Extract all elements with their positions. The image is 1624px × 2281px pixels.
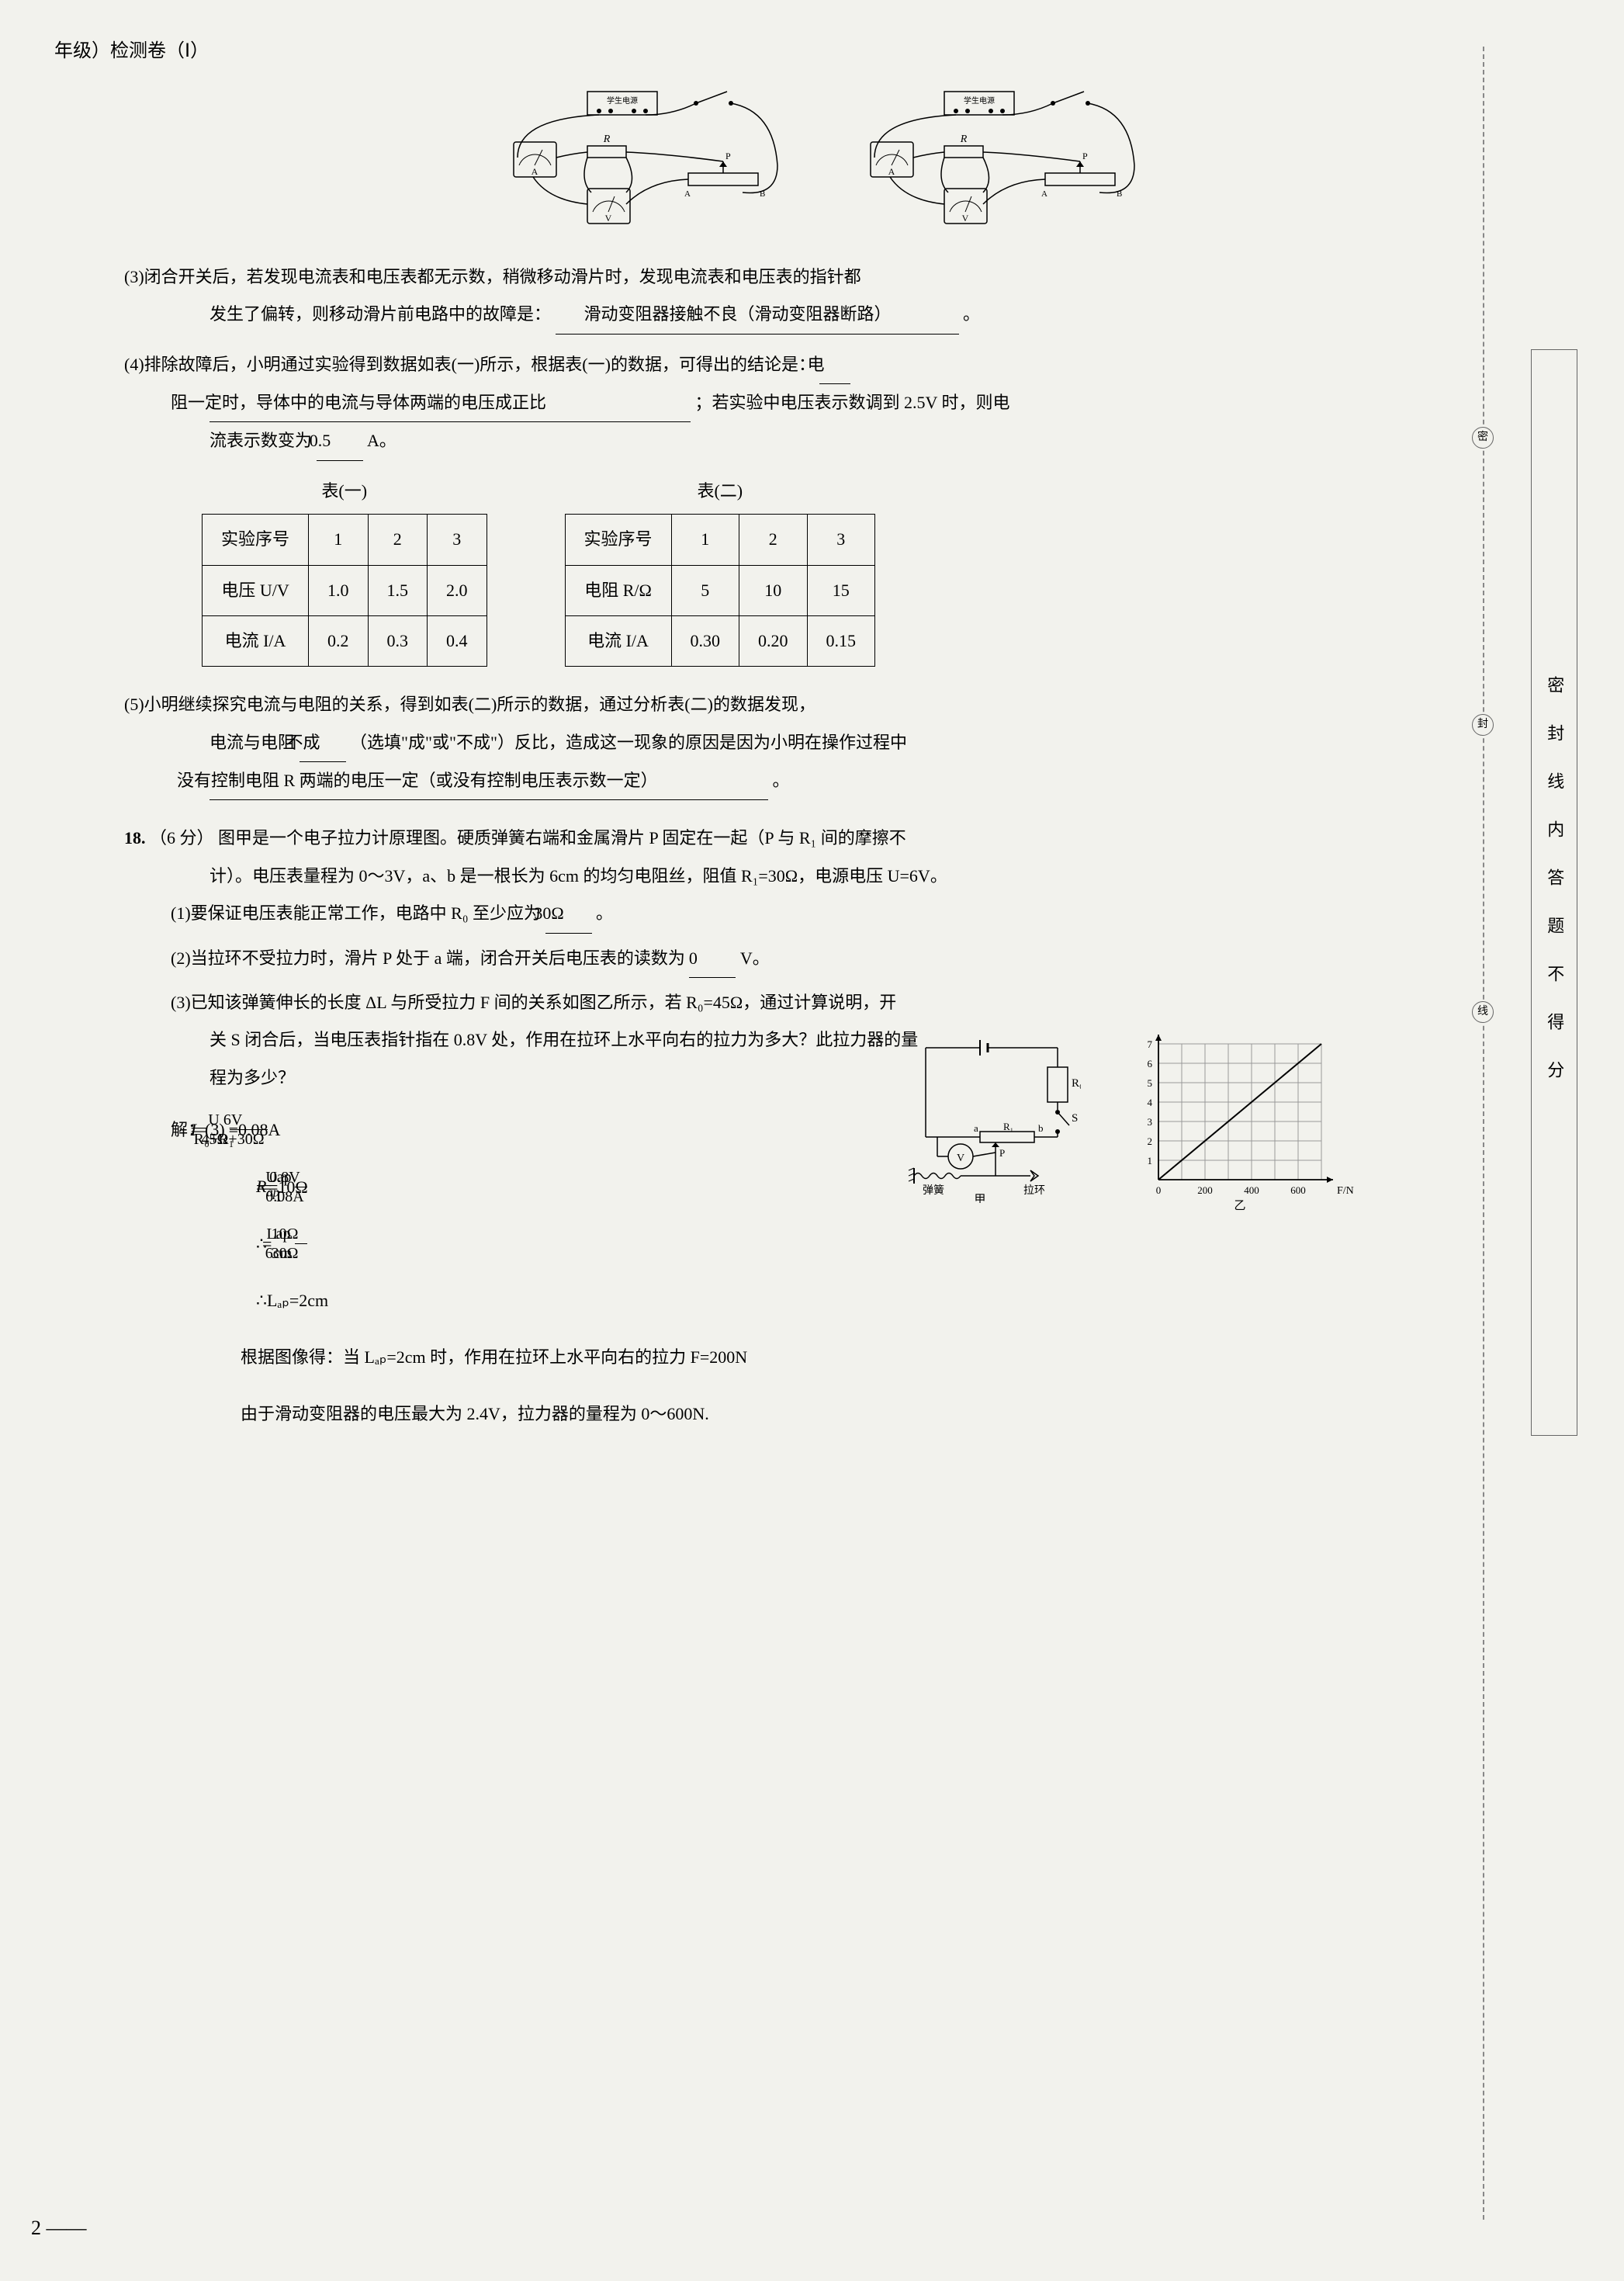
- svg-text:R₀: R₀: [1072, 1077, 1081, 1090]
- q18-number: 18.: [124, 828, 146, 848]
- svg-text:弹簧: 弹簧: [923, 1184, 944, 1197]
- q4-text-a: (4)排除故障后，小明通过实验得到数据如表(一)所示，根据表(一)的数据，可得出…: [124, 355, 815, 374]
- svg-text:a: a: [974, 1122, 978, 1134]
- table-row: 电阻 R/Ω51015: [565, 565, 875, 615]
- page-number: 2 ——: [31, 2206, 87, 2250]
- q4-suffix: A。: [367, 431, 396, 450]
- circuit-diagrams-top: 学生电源 S A R P A B: [463, 88, 1162, 227]
- side-margin-text: 密封线内答题不得分: [1536, 676, 1573, 1109]
- svg-text:学生电源: 学生电源: [607, 95, 638, 106]
- svg-text:7: 7: [1148, 1038, 1153, 1050]
- svg-text:R: R: [959, 133, 967, 145]
- svg-text:S: S: [712, 88, 718, 91]
- svg-text:V: V: [604, 213, 611, 224]
- q5-answer1: 不成: [300, 724, 346, 762]
- svg-text:P: P: [999, 1147, 1005, 1159]
- svg-text:b: b: [1038, 1122, 1044, 1134]
- q18-text-b: 计）。电压表量程为 0～3V，a、b 是一根长为 6cm 的均匀电阻丝，阻值 R…: [163, 866, 947, 886]
- tables-row: 表(一) 实验序号123 电压 U/V1.01.52.0 电流 I/A0.20.…: [202, 473, 1055, 667]
- svg-text:3: 3: [1148, 1116, 1153, 1128]
- q3-suffix: 。: [963, 304, 980, 324]
- q5-suffix: 。: [773, 771, 790, 790]
- question-3: (3)闭合开关后，若发现电流表和电压表都无示数，稍微移动滑片时，发现电流表和电压…: [124, 258, 1055, 335]
- table-1-title: 表(一): [202, 473, 487, 510]
- svg-text:V: V: [961, 213, 968, 224]
- table-row: 实验序号123: [203, 515, 487, 565]
- circuit-right: 学生电源 S A R P A B V: [828, 88, 1154, 227]
- svg-text:ΔL/cm: ΔL/cm: [1162, 1032, 1193, 1035]
- q4-answer1a: 电: [819, 346, 850, 384]
- q4-text-c: 流表示数变为: [163, 431, 312, 450]
- question-4: (4)排除故障后，小明通过实验得到数据如表(一)所示，根据表(一)的数据，可得出…: [124, 346, 1055, 461]
- table-1: 实验序号123 电压 U/V1.01.52.0 电流 I/A0.20.30.4: [202, 514, 487, 667]
- svg-text:甲: 甲: [974, 1194, 985, 1203]
- binding-mark-2: 封: [1472, 714, 1494, 736]
- table-row: 电流 I/A0.20.30.4: [203, 615, 487, 666]
- q5-text-a: (5)小明继续探究电流与电阻的关系，得到如表(二)所示的数据，通过分析表(二)的…: [124, 695, 815, 714]
- solution-line-4: ∴Lₐₚ=2cm: [209, 1279, 1055, 1322]
- svg-text:拉环: 拉环: [1023, 1184, 1045, 1197]
- svg-text:1: 1: [1148, 1155, 1153, 1166]
- svg-text:5: 5: [1148, 1077, 1153, 1089]
- svg-text:S: S: [1072, 1112, 1078, 1125]
- q4-text-b: ；若实验中电压表示数调到 2.5V 时，则电: [695, 393, 1010, 412]
- circuit-figure-jia: R₀ S a b R₁ P V: [879, 1032, 1081, 1187]
- svg-text:A: A: [531, 166, 538, 177]
- svg-text:学生电源: 学生电源: [964, 95, 995, 106]
- q18-text-a: 图甲是一个电子拉力计原理图。硬质弹簧右端和金属滑片 P 固定在一起（P 与 R₁…: [218, 828, 906, 848]
- solution-conclusion-2: 由于滑动变阻器的电压最大为 2.4V，拉力器的量程为 0～600N.: [209, 1392, 1055, 1435]
- page-header: 年级）检测卷（Ⅰ）: [47, 31, 1577, 72]
- side-margin-box: 密封线内答题不得分: [1531, 349, 1577, 1436]
- graph-figure-yi: 12345670200400600ΔL/cmF/N乙: [1127, 1032, 1345, 1203]
- svg-text:V: V: [957, 1153, 964, 1164]
- table-row: 电压 U/V1.01.52.0: [203, 565, 487, 615]
- q18-figures: R₀ S a b R₁ P V: [879, 1032, 1345, 1203]
- svg-text:400: 400: [1244, 1184, 1259, 1196]
- binding-mark-3: 线: [1472, 1001, 1494, 1023]
- svg-text:A: A: [888, 166, 895, 177]
- svg-text:2: 2: [1148, 1135, 1153, 1147]
- q3-text-b: 发生了偏转，则移动滑片前电路中的故障是：: [163, 304, 551, 324]
- svg-text:A: A: [1041, 189, 1047, 199]
- svg-text:S: S: [1068, 88, 1075, 91]
- svg-text:B: B: [760, 189, 765, 199]
- q18-s2-answer: 0: [689, 940, 736, 978]
- q18-points: （6 分）: [150, 828, 214, 848]
- q4-answer1b: 阻一定时，导体中的电流与导体两端的电压成正比: [209, 384, 691, 422]
- svg-text:4: 4: [1148, 1097, 1153, 1108]
- svg-text:200: 200: [1197, 1184, 1213, 1196]
- svg-text:F/N: F/N: [1337, 1185, 1354, 1197]
- table-row: 实验序号123: [565, 515, 875, 565]
- q18-sub2: (2)当拉环不受拉力时，滑片 P 处于 a 端，闭合开关后电压表的读数为 0 V…: [163, 940, 1055, 978]
- svg-text:6: 6: [1148, 1058, 1153, 1069]
- svg-text:A: A: [684, 189, 691, 199]
- solution-line-3: ∴ Lap6cm = 10Ω30Ω: [209, 1222, 1055, 1265]
- table-2-title: 表(二): [565, 473, 876, 510]
- table-row: 电流 I/A0.300.200.15: [565, 615, 875, 666]
- svg-text:乙: 乙: [1234, 1200, 1245, 1212]
- q3-answer: 滑动变阻器接触不良（滑动变阻器断路）: [556, 296, 959, 334]
- table-2: 实验序号123 电阻 R/Ω51015 电流 I/A0.300.200.15: [565, 514, 876, 667]
- table-1-wrapper: 表(一) 实验序号123 电压 U/V1.01.52.0 电流 I/A0.20.…: [202, 473, 487, 667]
- circuit-left: 学生电源 S A R P A B: [471, 88, 797, 227]
- table-2-wrapper: 表(二) 实验序号123 电阻 R/Ω51015 电流 I/A0.300.200…: [565, 473, 876, 667]
- q5-text-c: （选填"成"或"不成"）反比，造成这一现象的原因是因为小明在操作过程中: [350, 733, 907, 752]
- binding-dash-line: [1483, 47, 1484, 2220]
- q18-sub1: (1)要保证电压表能正常工作，电路中 R₀ 至少应为 30Ω 。: [163, 895, 1055, 933]
- q18-s1-answer: 30Ω: [545, 895, 592, 933]
- svg-text:R: R: [602, 133, 610, 145]
- svg-text:0: 0: [1156, 1184, 1162, 1196]
- question-5: (5)小明继续探究电流与电阻的关系，得到如表(二)所示的数据，通过分析表(二)的…: [124, 686, 1055, 800]
- svg-text:P: P: [725, 151, 731, 161]
- q5-answer2: 没有控制电阻 R 两端的电压一定（或没有控制电压表示数一定）: [209, 762, 768, 800]
- binding-mark-1: 密: [1472, 427, 1494, 449]
- solution-conclusion-1: 根据图像得：当 Lₐₚ=2cm 时，作用在拉环上水平向右的拉力 F=200N: [209, 1336, 1055, 1378]
- svg-text:R₁: R₁: [1003, 1121, 1013, 1132]
- q5-text-b: 电流与电阻: [163, 733, 295, 752]
- svg-text:B: B: [1117, 189, 1122, 199]
- q4-answer2: 0.5: [317, 422, 363, 460]
- svg-text:P: P: [1082, 151, 1088, 161]
- q3-text-a: (3)闭合开关后，若发现电流表和电压表都无示数，稍微移动滑片时，发现电流表和电压…: [124, 267, 861, 286]
- svg-text:600: 600: [1290, 1184, 1306, 1196]
